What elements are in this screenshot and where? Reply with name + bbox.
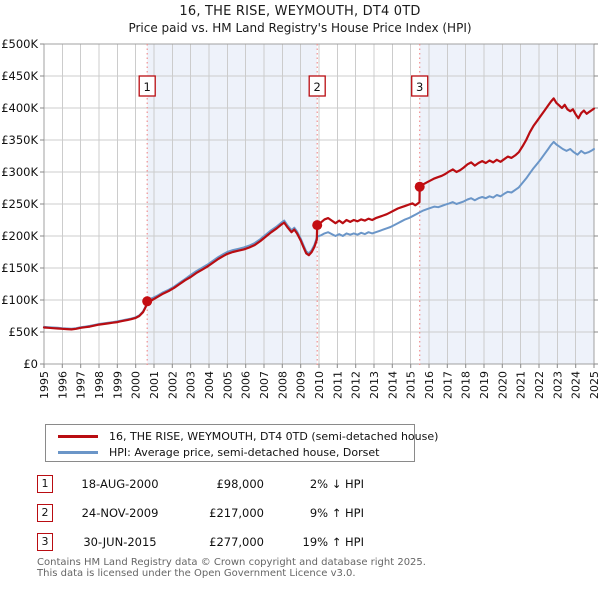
x-axis-label: 2006 xyxy=(240,371,253,399)
x-axis-label: 2011 xyxy=(331,371,344,399)
sale-point-dot xyxy=(312,220,323,231)
y-axis-label: £300K xyxy=(1,165,38,179)
x-axis-label: 1999 xyxy=(111,371,124,399)
hpi-line-swatch xyxy=(58,450,98,454)
legend-row-property: 16, THE RISE, WEYMOUTH, DT4 0TD (semi-de… xyxy=(58,428,438,444)
y-axis-label: £450K xyxy=(1,69,38,83)
sale-3-vs-hpi: 19% ↑ HPI xyxy=(302,535,364,549)
y-axis-label: £100K xyxy=(1,293,38,307)
x-axis-label: 2014 xyxy=(386,371,399,399)
x-axis-label: 2016 xyxy=(423,371,436,399)
sale-2-date: 24-NOV-2009 xyxy=(81,506,159,520)
y-axis-label: £250K xyxy=(1,197,38,211)
sale-2-price: £217,000 xyxy=(209,506,264,520)
price-chart: £0 £50K £100K £150K £200K £250K £300K £350K £400… xyxy=(1,37,600,399)
x-axis-label: 2017 xyxy=(441,371,454,399)
x-axis-label: 2000 xyxy=(130,371,143,399)
sale-point-dot xyxy=(414,181,425,192)
sale-row-1: 1 18-AUG-2000 £98,000 2% ↓ HPI xyxy=(37,474,364,494)
y-axis-label: £200K xyxy=(1,229,38,243)
sale-flag-box xyxy=(308,75,326,97)
x-axis-label: 1996 xyxy=(56,371,69,399)
x-axis-label: 2023 xyxy=(551,371,564,399)
y-axis-label: £400K xyxy=(1,101,38,115)
sale-flag-number: 3 xyxy=(416,80,423,94)
chart-title: 16, THE RISE, WEYMOUTH, DT4 0TD xyxy=(179,4,421,19)
x-axis-label: 2007 xyxy=(258,371,271,399)
x-axis-label: 2021 xyxy=(515,371,528,399)
sale-3-number-badge: 3 xyxy=(37,533,53,551)
legend-row-hpi: HPI: Average price, semi-detached house,… xyxy=(58,444,414,460)
x-axis-label: 2010 xyxy=(313,371,326,399)
footer-line-2: This data is licensed under the Open Gov… xyxy=(37,567,356,579)
license-footer: Contains HM Land Registry data © Crown c… xyxy=(37,557,426,579)
sale-1-number-badge: 1 xyxy=(37,475,53,493)
sale-3-date: 30-JUN-2015 xyxy=(83,535,157,549)
x-axis-label: 2020 xyxy=(496,371,509,399)
sale-flag-number: 2 xyxy=(314,80,321,94)
chart-subtitle: Price paid vs. HM Land Registry's House … xyxy=(128,21,472,35)
x-axis-label: 2019 xyxy=(478,371,491,399)
legend-label-property: 16, THE RISE, WEYMOUTH, DT4 0TD (semi-de… xyxy=(109,429,439,443)
y-axis-label: £150K xyxy=(1,261,38,275)
legend-label-hpi: HPI: Average price, semi-detached house,… xyxy=(109,445,380,459)
y-axis-label: £500K xyxy=(1,37,38,51)
sale-2-number-badge: 2 xyxy=(37,504,53,522)
sale-1-vs-hpi: 2% ↓ HPI xyxy=(309,477,364,491)
sale-2-vs-hpi: 9% ↑ HPI xyxy=(309,506,364,520)
x-axis-label: 1997 xyxy=(75,371,88,399)
x-axis-label: 1998 xyxy=(93,371,106,399)
sale-1-price: £98,000 xyxy=(216,477,264,491)
x-axis-label: 2018 xyxy=(460,371,473,399)
x-axis-label: 2013 xyxy=(368,371,381,399)
x-axis-label: 2025 xyxy=(588,371,600,399)
x-axis-label: 2015 xyxy=(405,371,418,399)
sale-flag-box xyxy=(411,75,429,97)
footer-line-1: Contains HM Land Registry data © Crown c… xyxy=(37,557,426,568)
y-axis-label: £0 xyxy=(23,357,38,371)
x-axis-label: 2008 xyxy=(276,371,289,399)
y-axis-label: £350K xyxy=(1,133,38,147)
sale-3-price: £277,000 xyxy=(209,535,264,549)
sale-1-date: 18-AUG-2000 xyxy=(81,477,159,491)
x-axis-label: 2003 xyxy=(185,371,198,399)
x-axis-label: 2001 xyxy=(148,371,161,399)
sale-flag-box xyxy=(138,75,156,97)
chart-legend: 16, THE RISE, WEYMOUTH, DT4 0TD (semi-de… xyxy=(45,424,438,462)
x-axis-label: 2004 xyxy=(203,371,216,399)
x-axis-label: 2005 xyxy=(221,371,234,399)
y-axis-label: £50K xyxy=(9,325,39,339)
x-axis-label: 2002 xyxy=(166,371,179,399)
x-axis-label: 2022 xyxy=(533,371,546,399)
x-axis-label: 2012 xyxy=(350,371,363,399)
x-axis-label: 2009 xyxy=(295,371,308,399)
sale-row-3: 3 30-JUN-2015 £277,000 19% ↑ HPI xyxy=(37,532,364,552)
sale-flag-number: 1 xyxy=(144,80,151,94)
sale-row-2: 2 24-NOV-2009 £217,000 9% ↑ HPI xyxy=(37,503,364,523)
x-axis-label: 1995 xyxy=(38,371,51,399)
x-axis-label: 2024 xyxy=(570,371,583,399)
property-line-swatch xyxy=(58,434,98,438)
sale-point-dot xyxy=(142,296,153,307)
